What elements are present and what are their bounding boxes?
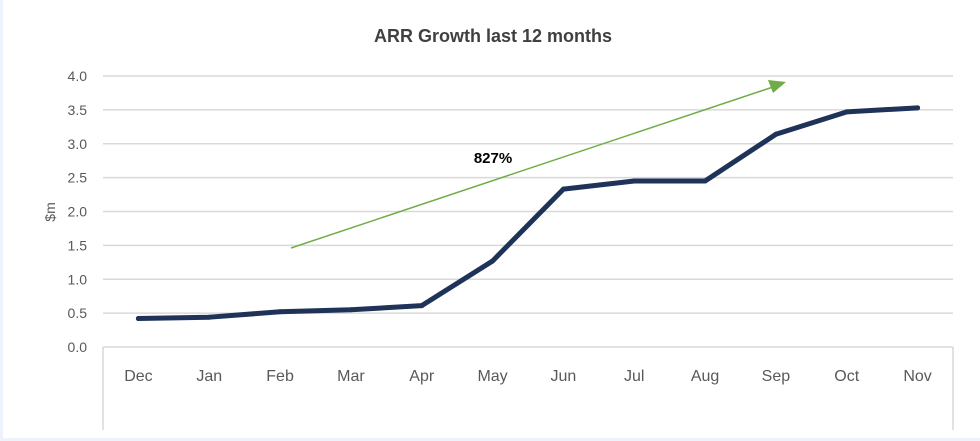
data-point: [631, 178, 637, 184]
x-tick-label: Apr: [409, 368, 435, 385]
y-tick-label: 2.0: [68, 204, 88, 220]
data-point: [702, 178, 708, 184]
x-tick-label: Feb: [266, 368, 294, 385]
x-tick-label: Jan: [196, 368, 222, 385]
data-point: [490, 258, 496, 264]
y-tick-label: 1.0: [68, 271, 88, 287]
y-tick-label: 0.0: [68, 339, 88, 355]
y-tick-label: 2.5: [68, 170, 88, 186]
series-line-arr: [135, 105, 921, 322]
data-point: [348, 307, 354, 313]
data-point: [915, 105, 921, 111]
arr-line-chart: ARR Growth last 12 months $m 0.0 0.5 1.0 1.…: [42, 26, 954, 430]
y-tick-label: 3.5: [68, 102, 88, 118]
data-point: [773, 131, 779, 137]
x-tick-label: Jul: [624, 368, 644, 385]
x-tick-label: Sep: [762, 368, 791, 385]
trend-arrow-line: [290, 86, 774, 249]
data-point: [844, 109, 850, 115]
data-point: [206, 314, 212, 320]
data-point: [560, 186, 566, 192]
x-tick-label: Oct: [834, 368, 859, 385]
y-axis-label: $m: [42, 202, 58, 221]
x-tick-label: Dec: [124, 368, 152, 385]
y-tick-label: 4.0: [68, 68, 88, 84]
data-point: [419, 303, 425, 309]
data-point: [135, 316, 141, 322]
y-tick-label: 1.5: [68, 237, 88, 253]
x-tick-label: Jun: [551, 368, 577, 385]
chart-title: ARR Growth last 12 months: [374, 26, 612, 46]
x-tick-label: Mar: [337, 368, 365, 385]
x-tick-label: May: [477, 368, 507, 385]
data-point: [277, 309, 283, 315]
y-tick-label: 3.0: [68, 136, 88, 152]
x-tick-label: Nov: [903, 368, 931, 385]
trend-annotation-label: 827%: [474, 150, 512, 167]
y-tick-label: 0.5: [68, 305, 88, 321]
trend-arrow-head: [768, 80, 786, 93]
x-tick-label: Aug: [691, 368, 719, 385]
